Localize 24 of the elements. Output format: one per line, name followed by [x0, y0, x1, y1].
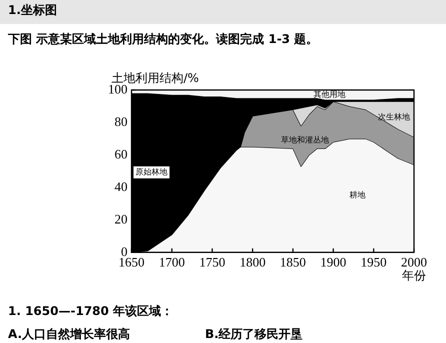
text: 1.坐标图: [0, 0, 446, 24]
y-tick-label: 0: [121, 244, 128, 259]
y-tick-label: 40: [114, 178, 128, 194]
x-tick-label: 2000: [401, 254, 427, 270]
x-tick-label: 1750: [199, 254, 226, 270]
x-tick-label: 1700: [158, 254, 185, 270]
x-axis-title: 年份: [402, 268, 426, 283]
x-tick-label: 1950: [360, 254, 387, 270]
text: A.人口自然增长率很高: [8, 326, 130, 343]
series-label: 耕地: [350, 190, 366, 200]
series-label: 草地和灌丛地: [281, 135, 330, 144]
x-tick-label: 1800: [240, 254, 266, 270]
series-label: 次生林地: [378, 112, 410, 122]
chart-subtitle: 下图 示意某区域土地利用结构的变化。读图完成 1-3 题。: [8, 31, 318, 48]
text: B.经历了移民开垦: [205, 326, 303, 343]
series-label: 其他用地: [313, 90, 346, 99]
series-label: 原始林地: [136, 167, 168, 176]
x-tick-label: 1900: [320, 254, 346, 270]
y-tick-label: 60: [114, 146, 128, 162]
x-tick-label: 1850: [280, 254, 306, 270]
y-tick-label: 80: [114, 114, 128, 129]
y-tick-label: 20: [114, 211, 128, 226]
text: 1. 1650—-1780 年该区域：: [8, 303, 174, 320]
y-axis-title: 土地利用结构/%: [112, 71, 199, 86]
